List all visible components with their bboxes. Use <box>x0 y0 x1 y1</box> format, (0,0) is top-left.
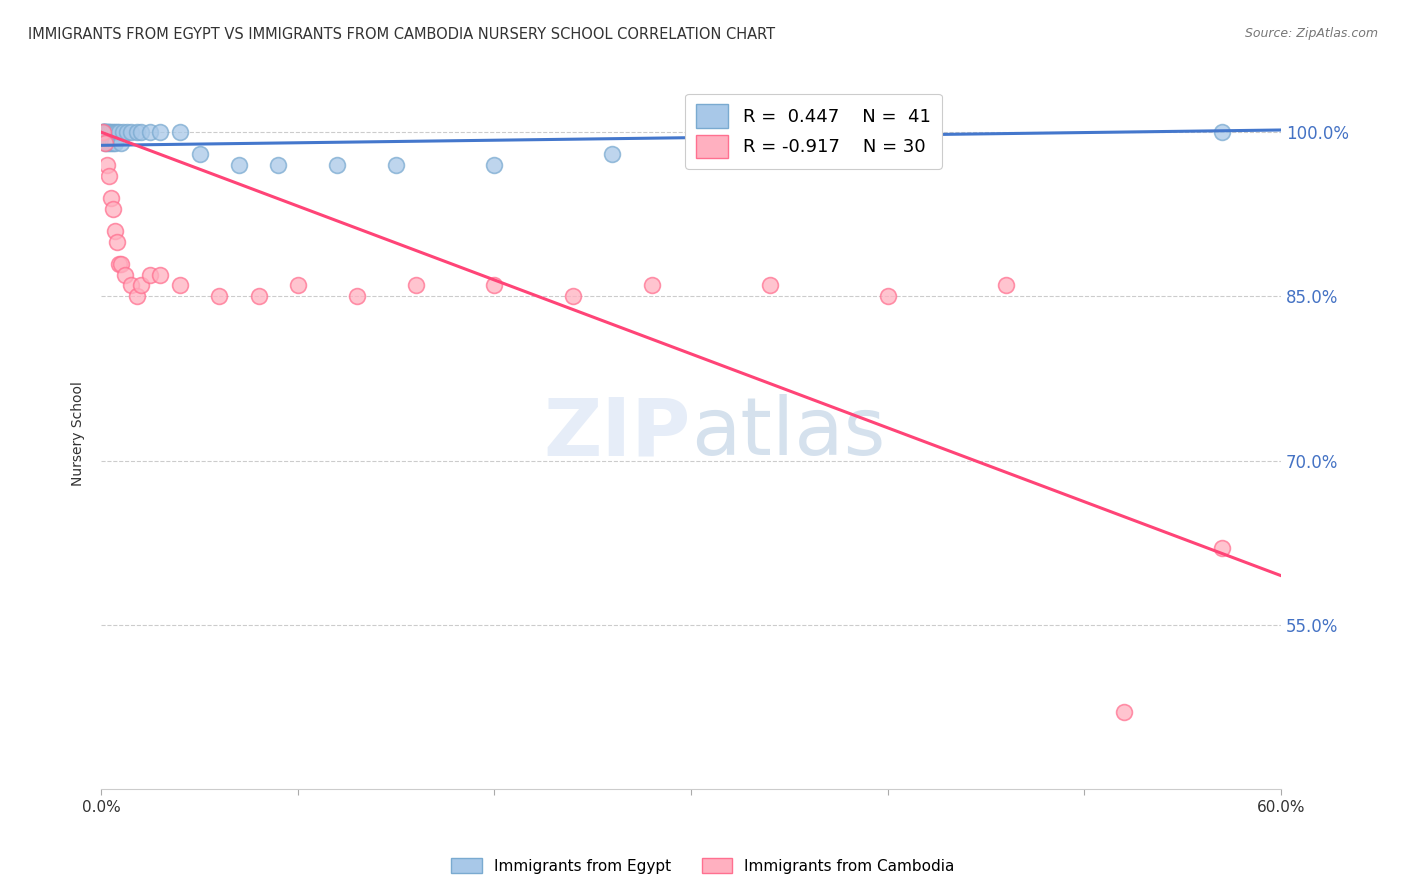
Point <box>100 136 122 150</box>
Point <box>149 125 172 139</box>
Point <box>484 158 506 172</box>
Point <box>758 278 780 293</box>
Point <box>562 289 585 303</box>
Point <box>287 278 309 293</box>
Y-axis label: Nursery School: Nursery School <box>72 381 86 486</box>
Point <box>346 289 368 303</box>
Point <box>169 278 191 293</box>
Point <box>101 125 124 139</box>
Point <box>94 125 117 139</box>
Point <box>98 169 121 183</box>
Point <box>104 125 127 139</box>
Point <box>139 268 162 282</box>
Text: Source: ZipAtlas.com: Source: ZipAtlas.com <box>1244 27 1378 40</box>
Point <box>91 125 114 139</box>
Legend: Immigrants from Egypt, Immigrants from Cambodia: Immigrants from Egypt, Immigrants from C… <box>446 852 960 880</box>
Point <box>104 224 127 238</box>
Point <box>94 136 117 150</box>
Point <box>98 136 121 150</box>
Point <box>111 125 134 139</box>
Point <box>91 125 114 139</box>
Point <box>94 125 117 139</box>
Point <box>385 158 408 172</box>
Point <box>267 158 290 172</box>
Point <box>837 125 859 139</box>
Point <box>108 125 131 139</box>
Point <box>108 256 131 270</box>
Point <box>129 125 152 139</box>
Point <box>96 125 118 139</box>
Point <box>602 147 624 161</box>
Point <box>484 278 506 293</box>
Point <box>149 268 172 282</box>
Point <box>91 125 114 139</box>
Text: atlas: atlas <box>692 394 886 472</box>
Point <box>1211 125 1233 139</box>
Point <box>96 136 118 150</box>
Point <box>94 136 117 150</box>
Point <box>91 125 114 139</box>
Point <box>208 289 231 303</box>
Point <box>91 125 114 139</box>
Point <box>105 235 128 249</box>
Point <box>125 125 148 139</box>
Point <box>94 125 117 139</box>
Point <box>98 125 121 139</box>
Point <box>247 289 270 303</box>
Point <box>1112 706 1135 720</box>
Point <box>96 125 118 139</box>
Point <box>405 278 427 293</box>
Point <box>115 125 138 139</box>
Legend: R =  0.447    N =  41, R = -0.917    N = 30: R = 0.447 N = 41, R = -0.917 N = 30 <box>685 94 942 169</box>
Point <box>1211 541 1233 556</box>
Text: ZIP: ZIP <box>544 394 692 472</box>
Point <box>120 125 142 139</box>
Point <box>228 158 250 172</box>
Point <box>120 278 142 293</box>
Point <box>129 278 152 293</box>
Point <box>139 125 162 139</box>
Point <box>100 191 122 205</box>
Point <box>188 147 211 161</box>
Point <box>994 278 1017 293</box>
Point <box>104 136 127 150</box>
Point <box>101 202 124 216</box>
Point <box>105 125 128 139</box>
Point <box>125 289 148 303</box>
Point <box>641 278 664 293</box>
Point <box>110 256 132 270</box>
Point <box>169 125 191 139</box>
Point <box>96 158 118 172</box>
Point <box>98 125 121 139</box>
Point <box>110 136 132 150</box>
Point <box>101 136 124 150</box>
Point <box>876 289 898 303</box>
Point <box>326 158 349 172</box>
Point <box>94 125 117 139</box>
Point <box>100 125 122 139</box>
Point <box>114 268 136 282</box>
Text: IMMIGRANTS FROM EGYPT VS IMMIGRANTS FROM CAMBODIA NURSERY SCHOOL CORRELATION CHA: IMMIGRANTS FROM EGYPT VS IMMIGRANTS FROM… <box>28 27 775 42</box>
